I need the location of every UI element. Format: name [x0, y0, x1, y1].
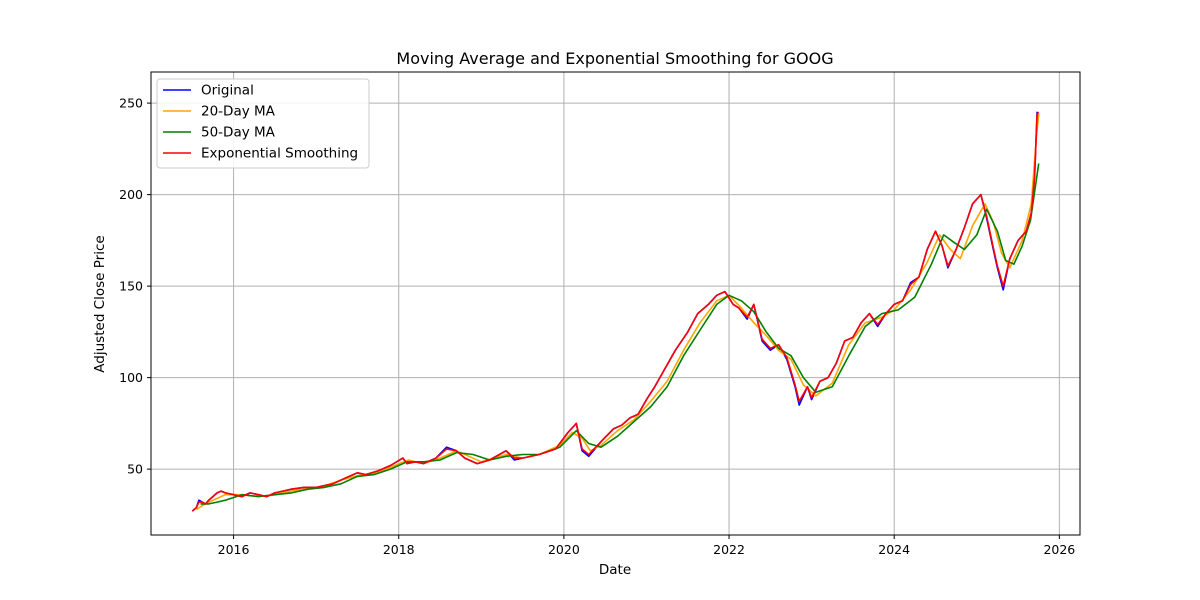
x-tick-label: 2026 [1043, 542, 1075, 557]
grid [151, 72, 1080, 535]
legend-label: 20-Day MA [201, 104, 276, 120]
y-tick-label: 150 [119, 279, 143, 294]
series-lines [191, 111, 1040, 512]
x-tick-label: 2022 [713, 542, 745, 557]
chart-title: Moving Average and Exponential Smoothing… [396, 49, 833, 68]
series-line-3 [191, 111, 1040, 512]
legend-label: Original [201, 83, 254, 99]
x-axis-label: Date [599, 562, 631, 578]
x-tick-label: 2024 [878, 542, 910, 557]
legend: Original 20-Day MA 50-Day MA Exponential Sm… [156, 78, 370, 169]
y-tick-label: 200 [119, 187, 143, 202]
legend-label: 50-Day MA [201, 125, 276, 141]
legend-label: Exponential Smoothing [201, 146, 358, 162]
y-tick-label: 50 [127, 462, 143, 477]
axis-ticks: 2016 2018 2020 2022 2024 2026 50 100 150 200 250 [119, 96, 1075, 557]
y-axis-label: Adjusted Close Price [92, 235, 108, 372]
series-line-2 [200, 163, 1040, 505]
plot-frame [150, 71, 1081, 536]
x-tick-label: 2018 [383, 542, 415, 557]
legend-frame [156, 78, 370, 169]
x-tick-label: 2020 [548, 542, 580, 557]
y-tick-label: 100 [119, 370, 143, 385]
x-tick-label: 2016 [218, 542, 250, 557]
y-tick-label: 250 [119, 96, 143, 111]
